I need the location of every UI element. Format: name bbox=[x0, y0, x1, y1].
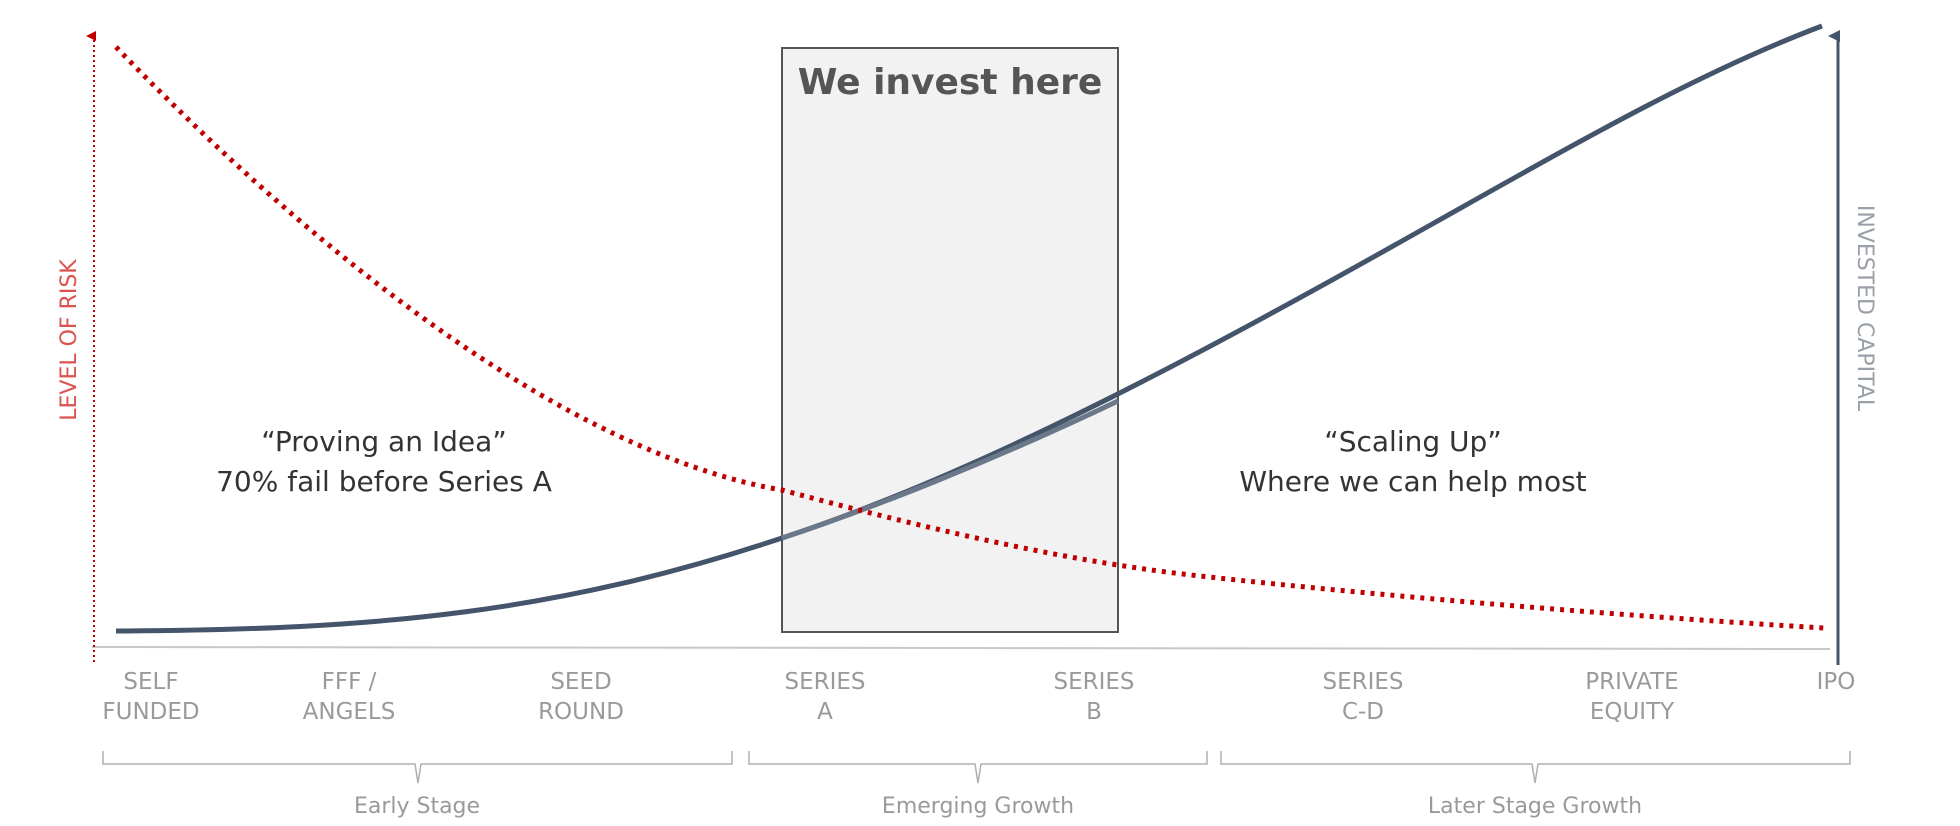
stage-label-series-b-l2: B bbox=[1086, 699, 1102, 725]
phase-label-early-stage: Early Stage bbox=[354, 794, 480, 819]
stage-label-series-cd-l1: SERIES bbox=[1322, 669, 1403, 695]
stage-label-fff-angels-l2: ANGELS bbox=[303, 699, 396, 725]
stage-label-self-funded-l2: FUNDED bbox=[102, 699, 199, 725]
x-axis-line bbox=[91, 646, 1831, 650]
risk-axis-label: LEVEL OF RISK bbox=[57, 259, 82, 421]
stage-label-series-cd-l2: C-D bbox=[1342, 699, 1384, 725]
phase-label-emerging-growth: Emerging Growth bbox=[882, 794, 1074, 819]
capital-curve bbox=[115, 23, 1823, 634]
capital-axis-label: INVESTED CAPITAL bbox=[1852, 205, 1877, 412]
stage-labels: SELF FUNDED FFF / ANGELS SEED ROUND SERI… bbox=[102, 669, 1855, 725]
left-callout-subtitle: 70% fail before Series A bbox=[216, 465, 552, 498]
bracket-early-stage bbox=[102, 751, 733, 784]
stage-label-series-a-l1: SERIES bbox=[784, 669, 865, 695]
stage-label-self-funded-l1: SELF bbox=[123, 669, 178, 695]
bracket-emerging-growth bbox=[748, 751, 1208, 784]
invest-here-box bbox=[781, 47, 1119, 633]
stage-label-private-equity-l2: EQUITY bbox=[1590, 699, 1675, 725]
stage-label-series-b-l1: SERIES bbox=[1053, 669, 1134, 695]
stage-label-series-a-l2: A bbox=[817, 699, 833, 725]
left-callout-title: “Proving an Idea” bbox=[261, 425, 507, 458]
stage-label-seed-round-l2: ROUND bbox=[538, 699, 624, 725]
invest-here-title: We invest here bbox=[798, 62, 1103, 103]
bracket-later-stage-growth bbox=[1220, 751, 1851, 784]
stage-label-seed-round-l1: SEED bbox=[550, 669, 611, 695]
right-callout-title: “Scaling Up” bbox=[1324, 425, 1502, 458]
stage-label-ipo: IPO bbox=[1817, 669, 1856, 695]
capital-curve-highlight bbox=[781, 398, 1120, 541]
stage-label-fff-angels-l1: FFF / bbox=[322, 669, 377, 695]
phase-label-later-stage-growth: Later Stage Growth bbox=[1428, 794, 1642, 819]
stage-label-private-equity-l1: PRIVATE bbox=[1585, 669, 1678, 695]
right-callout-subtitle: Where we can help most bbox=[1239, 465, 1586, 498]
